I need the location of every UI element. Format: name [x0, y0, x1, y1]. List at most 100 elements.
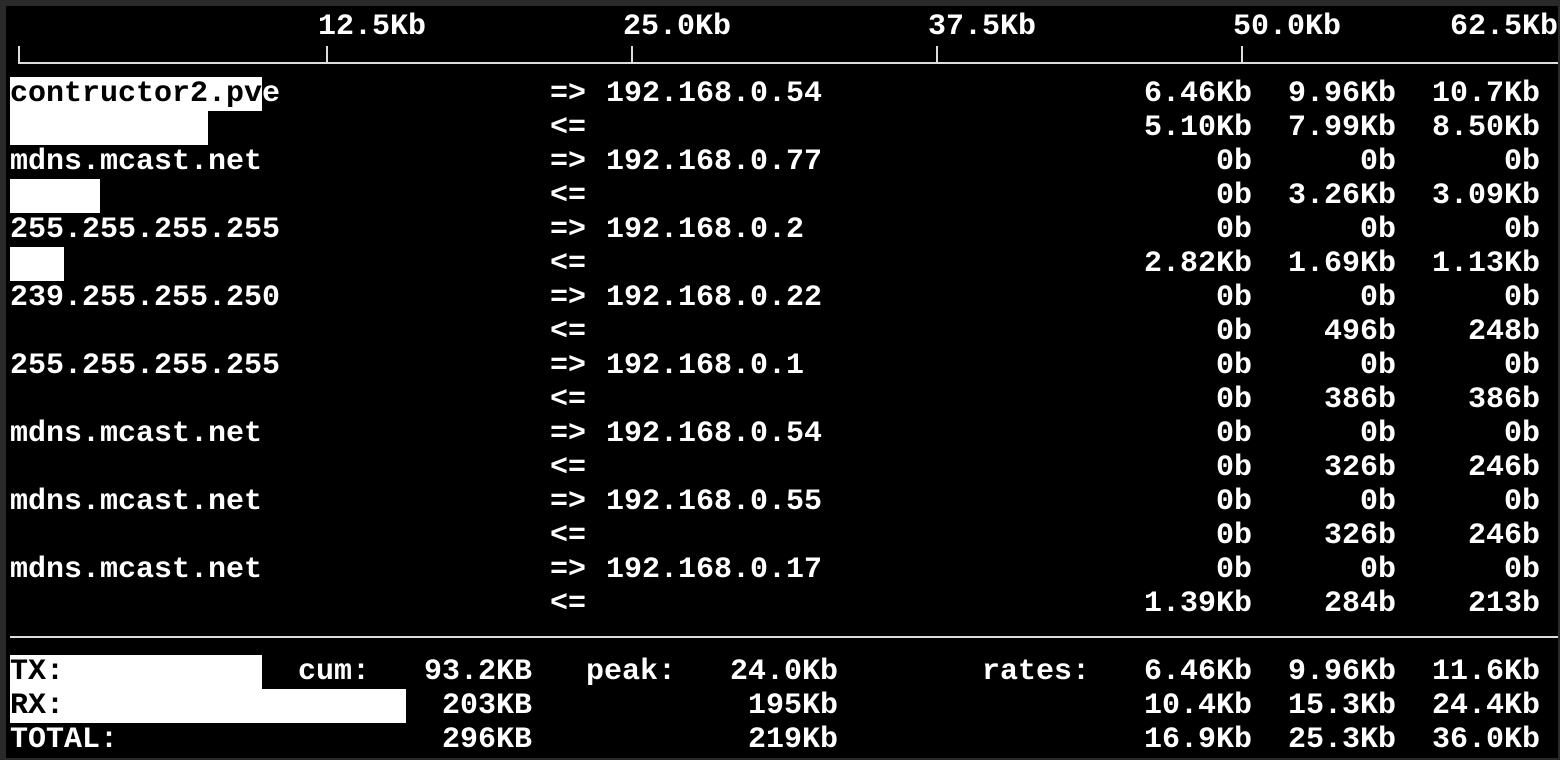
rx-rate: 7.99Kb — [1287, 111, 1396, 145]
flow-destination: 192.168.0.2 — [606, 213, 805, 247]
tx-rate: 0b — [1359, 281, 1396, 315]
flow-destination: 192.168.0.54 — [606, 77, 823, 111]
tx-rate: 0b — [1215, 213, 1252, 247]
scale-tick-label: 37.5Kb — [928, 10, 1037, 44]
total-rate: 36.0Kb — [1431, 723, 1540, 757]
scale-axis — [18, 62, 1558, 64]
tx-rate: 10.7Kb — [1431, 77, 1540, 111]
rx-rate: 0b — [1215, 383, 1252, 417]
tx-rate: 0b — [1359, 553, 1396, 587]
totals-separator — [10, 636, 1558, 638]
cumulative-value: 203KB — [441, 689, 532, 723]
total-rate: 11.6Kb — [1431, 655, 1540, 689]
iftop-terminal: 12.5Kb 25.0Kb 37.5Kb 50.0Kb 62.5Kb contr… — [6, 6, 1558, 758]
total-rate: 9.96Kb — [1287, 655, 1396, 689]
tx-rate: 0b — [1503, 145, 1540, 179]
totals-label: TX: — [10, 655, 65, 689]
total-rate: 10.4Kb — [1143, 689, 1252, 723]
totals-label: RX: — [10, 689, 65, 723]
scale-tick — [631, 46, 633, 63]
flow-host: 255.255.255.255 — [10, 349, 281, 383]
outbound-arrow: => — [550, 213, 587, 247]
inbound-arrow: <= — [550, 519, 587, 553]
outbound-arrow: => — [550, 553, 587, 587]
tx-rate: 0b — [1503, 417, 1540, 451]
flow-destination: 192.168.0.22 — [606, 281, 823, 315]
tx-rate: 0b — [1215, 145, 1252, 179]
scale-tick — [326, 46, 328, 63]
tx-rate: 0b — [1215, 553, 1252, 587]
tx-rate: 0b — [1215, 417, 1252, 451]
rx-bar — [10, 247, 64, 281]
inbound-arrow: <= — [550, 383, 587, 417]
rx-rate: 386b — [1323, 383, 1396, 417]
outbound-arrow: => — [550, 485, 587, 519]
rx-rate: 2.82Kb — [1143, 247, 1252, 281]
tx-rate: 0b — [1359, 213, 1396, 247]
flow-destination: 192.168.0.55 — [606, 485, 823, 519]
flow-host: mdns.mcast.net — [10, 485, 263, 519]
rx-rate: 1.39Kb — [1143, 587, 1252, 621]
rx-rate: 246b — [1467, 451, 1540, 485]
cum-label: cum: — [298, 655, 371, 689]
scale-tick-label: 62.5Kb — [1450, 10, 1559, 44]
scale-tick-label: 25.0Kb — [623, 10, 732, 44]
outbound-arrow: => — [550, 281, 587, 315]
outbound-arrow: => — [550, 417, 587, 451]
peak-value: 24.0Kb — [729, 655, 838, 689]
outbound-arrow: => — [550, 77, 587, 111]
rx-rate: 246b — [1467, 519, 1540, 553]
tx-total-bar — [10, 655, 262, 689]
tx-rate: 0b — [1359, 349, 1396, 383]
rx-rate: 8.50Kb — [1431, 111, 1540, 145]
rx-rate: 326b — [1323, 519, 1396, 553]
tx-bar — [10, 77, 262, 111]
totals-label: TOTAL: — [10, 723, 119, 757]
tx-rate: 0b — [1215, 485, 1252, 519]
flow-destination: 192.168.0.17 — [606, 553, 823, 587]
rx-rate: 326b — [1323, 451, 1396, 485]
rx-rate: 0b — [1215, 519, 1252, 553]
rx-rate: 0b — [1215, 451, 1252, 485]
peak-label: peak: — [586, 655, 677, 689]
rx-rate: 1.13Kb — [1431, 247, 1540, 281]
rx-rate: 284b — [1323, 587, 1396, 621]
flow-host: mdns.mcast.net — [10, 553, 263, 587]
rx-rate: 3.09Kb — [1431, 179, 1540, 213]
inbound-arrow: <= — [550, 111, 587, 145]
scale-tick — [1241, 46, 1243, 63]
cumulative-value: 93.2KB — [423, 655, 532, 689]
rates-label: rates: — [982, 655, 1091, 689]
rx-rate: 386b — [1467, 383, 1540, 417]
inbound-arrow: <= — [550, 587, 587, 621]
rx-rate: 248b — [1467, 315, 1540, 349]
cumulative-value: 296KB — [441, 723, 532, 757]
rx-bar — [10, 179, 100, 213]
total-rate: 25.3Kb — [1287, 723, 1396, 757]
rx-rate: 0b — [1215, 315, 1252, 349]
tx-rate: 0b — [1503, 553, 1540, 587]
tx-rate: 9.96Kb — [1287, 77, 1396, 111]
peak-value: 219Kb — [747, 723, 838, 757]
total-rate: 6.46Kb — [1143, 655, 1252, 689]
tx-rate: 0b — [1503, 213, 1540, 247]
tx-rate: 0b — [1359, 485, 1396, 519]
tx-rate: 0b — [1215, 349, 1252, 383]
total-rate: 24.4Kb — [1431, 689, 1540, 723]
flow-host: 239.255.255.250 — [10, 281, 281, 315]
scale-tick-label: 12.5Kb — [318, 10, 427, 44]
rx-rate: 5.10Kb — [1143, 111, 1252, 145]
rx-rate: 496b — [1323, 315, 1396, 349]
flow-host: 255.255.255.255 — [10, 213, 281, 247]
tx-rate: 0b — [1503, 485, 1540, 519]
rx-rate: 1.69Kb — [1287, 247, 1396, 281]
inbound-arrow: <= — [550, 247, 587, 281]
tx-rate: 0b — [1359, 417, 1396, 451]
tx-rate: 0b — [1503, 281, 1540, 315]
tx-rate: 0b — [1503, 349, 1540, 383]
scale-tick-label: 50.0Kb — [1233, 10, 1342, 44]
total-rate: 16.9Kb — [1143, 723, 1252, 757]
flow-destination: 192.168.0.1 — [606, 349, 805, 383]
tx-rate: 0b — [1215, 281, 1252, 315]
flow-destination: 192.168.0.77 — [606, 145, 823, 179]
